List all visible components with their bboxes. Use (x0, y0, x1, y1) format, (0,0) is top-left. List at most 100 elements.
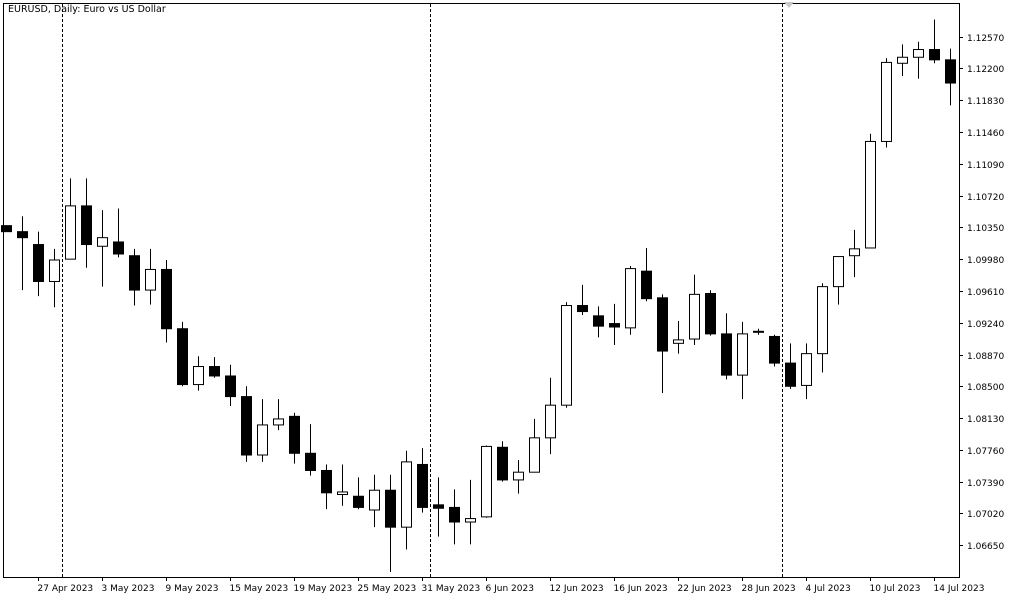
candle[interactable] (785, 343, 796, 389)
candle[interactable] (49, 248, 60, 308)
candle[interactable] (17, 216, 28, 291)
y-tick-label: 1.09610 (967, 288, 1004, 298)
candle-body-bull (465, 518, 476, 523)
candle[interactable] (769, 334, 780, 367)
candle[interactable] (193, 356, 204, 391)
candle[interactable] (257, 399, 268, 462)
candle-body-bull (49, 259, 60, 282)
candle-body-bear (177, 328, 188, 386)
candle[interactable] (721, 313, 732, 380)
candle[interactable] (209, 357, 220, 378)
candle[interactable] (929, 19, 940, 64)
candle[interactable] (145, 248, 156, 305)
candle[interactable] (321, 464, 332, 510)
candle[interactable] (849, 229, 860, 278)
candle[interactable] (641, 247, 652, 302)
candle[interactable] (833, 256, 844, 305)
candle[interactable] (481, 445, 492, 518)
candle[interactable] (897, 44, 908, 77)
candle-body-bear (1, 225, 12, 233)
candle-body-bull (481, 445, 492, 518)
candle[interactable] (97, 210, 108, 287)
candle[interactable] (225, 364, 236, 407)
candle[interactable] (673, 320, 684, 354)
x-tick-label: 14 Jul 2023 (934, 584, 985, 594)
candle-body-bear (929, 49, 940, 61)
candle-body-bull (273, 418, 284, 426)
price-axis[interactable]: 1.12570 1.12200 1.11830 1.11460 1.11090 1.107… (959, 34, 1004, 552)
candle[interactable] (1, 225, 12, 233)
candle-body-bear (113, 241, 124, 255)
candle[interactable] (817, 283, 828, 373)
candle[interactable] (465, 479, 476, 545)
candle[interactable] (593, 306, 604, 338)
y-tick-label: 1.10350 (967, 224, 1004, 234)
candle-body-bull (145, 268, 156, 291)
candle-body-bear (81, 205, 92, 246)
candle[interactable] (513, 460, 524, 494)
candle[interactable] (417, 448, 428, 513)
candle[interactable] (801, 343, 812, 400)
candle-body-bull (673, 339, 684, 344)
candle[interactable] (865, 133, 876, 249)
y-tick-label: 1.07020 (967, 510, 1004, 520)
candle[interactable] (449, 489, 460, 545)
y-tick-label: 1.12200 (967, 65, 1004, 75)
candle[interactable] (497, 441, 508, 482)
x-tick-label: 25 May 2023 (358, 584, 417, 594)
candle-body-bear (705, 293, 716, 335)
candle[interactable] (289, 412, 300, 464)
candle[interactable] (401, 450, 412, 550)
candles (1, 19, 956, 572)
candle[interactable] (433, 477, 444, 537)
chart-shift-marker[interactable] (784, 2, 794, 8)
candle-body-bull (193, 366, 204, 386)
candle[interactable] (369, 474, 380, 528)
x-tick-label: 6 Jun 2023 (486, 584, 534, 594)
candle-body-bear (305, 452, 316, 471)
candle[interactable] (113, 208, 124, 258)
candle[interactable] (353, 477, 364, 510)
candle-body-bull (881, 61, 892, 142)
candle[interactable] (177, 321, 188, 387)
candle[interactable] (305, 424, 316, 476)
candle[interactable] (705, 290, 716, 336)
candle-body-bear (321, 469, 332, 494)
candle[interactable] (881, 58, 892, 148)
candle[interactable] (65, 178, 76, 260)
candle[interactable] (529, 418, 540, 473)
candle-body-bull (337, 491, 348, 496)
y-tick-label: 1.12570 (967, 34, 1004, 44)
candle[interactable] (753, 328, 764, 335)
candle[interactable] (545, 377, 556, 455)
candle[interactable] (241, 386, 252, 462)
candle[interactable] (913, 41, 924, 79)
candle[interactable] (129, 248, 140, 306)
candle[interactable] (161, 260, 172, 343)
candle[interactable] (625, 266, 636, 335)
candle-body-bear (449, 506, 460, 523)
candle-body-bear (225, 375, 236, 398)
candle[interactable] (81, 178, 92, 268)
candle[interactable] (273, 399, 284, 431)
candle[interactable] (657, 294, 668, 394)
x-tick-label: 27 Apr 2023 (38, 584, 94, 594)
candle-body-bull (913, 49, 924, 58)
candle-body-bear (17, 231, 28, 239)
time-axis[interactable]: 27 Apr 2023 3 May 2023 9 May 2023 15 May 20… (38, 577, 985, 594)
candle[interactable] (577, 284, 588, 315)
candle-body-bull (801, 353, 812, 386)
candle[interactable] (33, 231, 44, 297)
candle[interactable] (385, 474, 396, 572)
candle[interactable] (609, 303, 620, 346)
candle[interactable] (561, 302, 572, 408)
candle[interactable] (337, 464, 348, 506)
candle[interactable] (945, 48, 956, 106)
candle[interactable] (737, 321, 748, 400)
candle-body-bull (817, 286, 828, 355)
candle-body-bull (545, 404, 556, 439)
candle[interactable] (689, 274, 700, 346)
